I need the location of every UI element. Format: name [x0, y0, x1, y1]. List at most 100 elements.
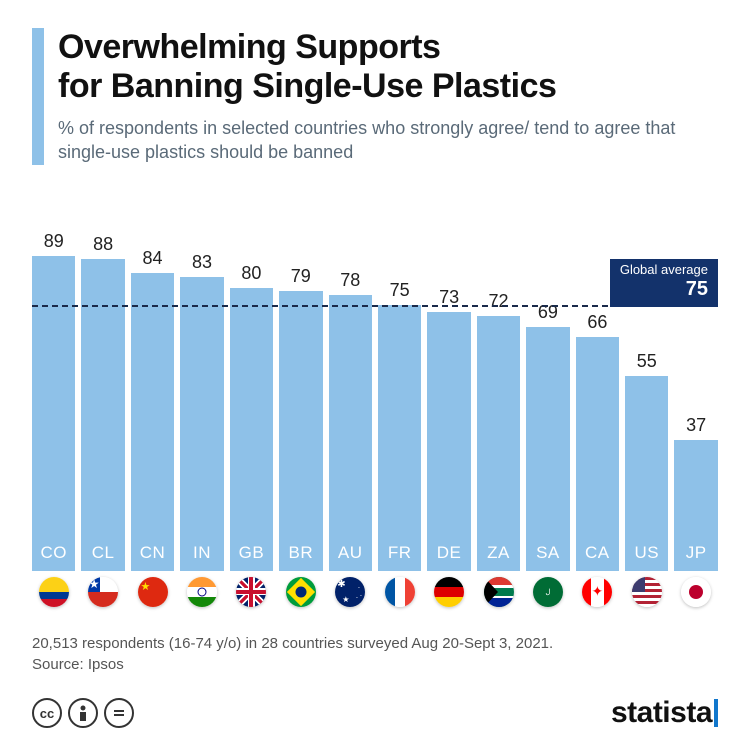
flag-slot: ★	[131, 577, 174, 607]
bar-column: 66 CA	[576, 312, 619, 571]
bar: DE	[427, 312, 470, 570]
chart-subtitle: % of respondents in selected countries w…	[58, 116, 718, 165]
bar-column: 79 BR	[279, 266, 322, 571]
footnote-line-1: 20,513 respondents (16-74 y/o) in 28 cou…	[32, 635, 553, 652]
bar-value-label: 88	[93, 234, 113, 255]
bar-value-label: 79	[291, 266, 311, 287]
bar: CO	[32, 256, 75, 571]
flag-slot: ✱★···	[329, 577, 372, 607]
co-flag-icon	[39, 577, 69, 607]
bar-column: 69SA	[526, 302, 569, 571]
bar-country-code: SA	[536, 543, 560, 571]
flag-slot	[32, 577, 75, 607]
brand-accent-icon	[714, 699, 718, 727]
header: Overwhelming Supports for Banning Single…	[32, 28, 718, 165]
bar: JP	[674, 440, 717, 571]
global-average-text: Global average	[620, 263, 708, 278]
flag-slot: ★	[81, 577, 124, 607]
bar-country-code: IN	[193, 543, 211, 571]
in-flag-icon	[187, 577, 217, 607]
cc-icon: cc	[32, 698, 62, 728]
br-flag-icon	[286, 577, 316, 607]
bar-value-label: 78	[340, 270, 360, 291]
bar-column: 80 GB	[230, 263, 273, 571]
bar-country-code: AU	[338, 543, 363, 571]
bar-country-code: US	[634, 543, 659, 571]
us-flag-icon	[632, 577, 662, 607]
bar-value-label: 83	[192, 252, 212, 273]
bar-column: 84 CN	[131, 248, 174, 570]
chart-title: Overwhelming Supports for Banning Single…	[58, 28, 718, 106]
flag-slot	[230, 577, 273, 607]
bar-country-code: CA	[585, 543, 610, 571]
cn-flag-icon: ★	[138, 577, 168, 607]
title-line-1: Overwhelming Supports	[58, 28, 440, 66]
bar-column: 83 IN	[180, 252, 223, 571]
bar-country-code: BR	[289, 543, 314, 571]
bar-column: 73DE	[427, 287, 470, 570]
bar-column: 75 FR	[378, 280, 421, 571]
nd-icon	[104, 698, 134, 728]
bar-column: 89 CO	[32, 231, 75, 571]
flag-slot	[477, 577, 520, 607]
flag-slot	[279, 577, 322, 607]
bar-country-code: GB	[239, 543, 265, 571]
bar: AU	[329, 295, 372, 571]
bar: SA	[526, 327, 569, 571]
bar-country-code: JP	[686, 543, 707, 571]
license-icons: cc	[32, 698, 134, 728]
bar: FR	[378, 305, 421, 571]
bar-value-label: 80	[241, 263, 261, 284]
bar-value-label: 75	[390, 280, 410, 301]
accent-bar	[32, 28, 44, 165]
bar-country-code: CN	[140, 543, 166, 571]
bar: US	[625, 376, 668, 571]
flag-slot	[180, 577, 223, 607]
footnote: 20,513 respondents (16-74 y/o) in 28 cou…	[32, 633, 718, 675]
flag-slot	[378, 577, 421, 607]
bar-country-code: CO	[40, 543, 67, 571]
brand-logo: statista	[611, 696, 718, 730]
flag-slot	[625, 577, 668, 607]
bar-country-code: ZA	[487, 543, 510, 571]
flags-row: ★ ★ ✱★··· ل ✦	[32, 577, 718, 607]
bar: IN	[180, 277, 223, 571]
bar-country-code: FR	[388, 543, 412, 571]
bar-column: 37 JP	[674, 415, 717, 571]
bar-value-label: 55	[637, 351, 657, 372]
bar-value-label: 89	[44, 231, 64, 252]
bar-column: 88 CL	[81, 234, 124, 571]
footer: cc statista	[32, 696, 718, 730]
bars-container: 89 CO 88 CL 84 CN 83 IN 80 GB 79 BR 78 AU 75 FR 73DE72ZA…	[32, 191, 718, 571]
cl-flag-icon: ★	[88, 577, 118, 607]
sa-flag-icon: ل	[533, 577, 563, 607]
flag-slot: ✦	[576, 577, 619, 607]
gb-flag-icon	[236, 577, 266, 607]
brand-text: statista	[611, 696, 712, 730]
bar: BR	[279, 291, 322, 571]
header-text: Overwhelming Supports for Banning Single…	[58, 28, 718, 165]
global-average-value: 75	[620, 278, 708, 301]
bar-column: 72ZA	[477, 291, 520, 571]
bar-column: 78 AU	[329, 270, 372, 571]
au-flag-icon: ✱★···	[335, 577, 365, 607]
by-icon	[68, 698, 98, 728]
de-flag-icon	[434, 577, 464, 607]
bar-country-code: CL	[92, 543, 115, 571]
bar-chart: Global average 75 89 CO 88 CL 84 CN 83 IN 80 GB 79…	[32, 191, 718, 571]
title-line-2: for Banning Single-Use Plastics	[58, 67, 556, 105]
za-flag-icon	[484, 577, 514, 607]
bar-column: 55 US	[625, 351, 668, 571]
bar: CA	[576, 337, 619, 571]
bar-value-label: 84	[143, 248, 163, 269]
bar-value-label: 66	[587, 312, 607, 333]
footnote-line-2: Source: Ipsos	[32, 656, 124, 673]
bar: CN	[131, 273, 174, 570]
flag-slot: ل	[526, 577, 569, 607]
bar-value-label: 37	[686, 415, 706, 436]
fr-flag-icon	[385, 577, 415, 607]
jp-flag-icon	[681, 577, 711, 607]
flag-slot	[674, 577, 717, 607]
ca-flag-icon: ✦	[582, 577, 612, 607]
bar-country-code: DE	[437, 543, 462, 571]
